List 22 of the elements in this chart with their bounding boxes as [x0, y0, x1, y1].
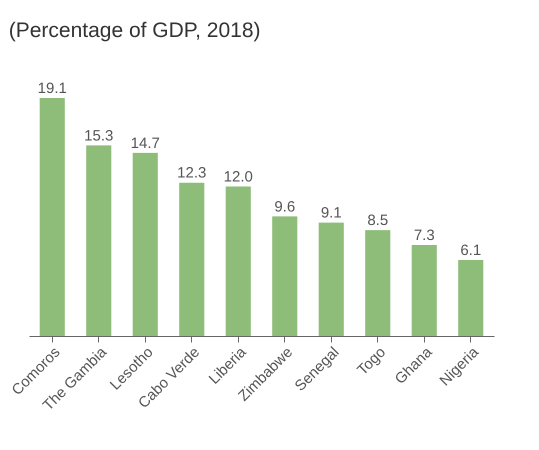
bar: [226, 186, 251, 336]
data-label: 14.7: [130, 134, 160, 152]
data-label: 15.3: [84, 127, 114, 144]
data-label: 9.6: [274, 198, 296, 216]
chart-title: (Percentage of GDP, 2018): [8, 19, 260, 42]
bar: [179, 182, 204, 336]
data-label: 8.5: [367, 212, 388, 230]
x-tick-label: Togo: [354, 344, 390, 379]
bar: [272, 216, 298, 336]
bar: [458, 260, 484, 336]
data-label: 12.0: [224, 168, 253, 186]
bar: [132, 152, 158, 336]
bar: [86, 145, 112, 336]
data-label: 19.1: [38, 80, 67, 97]
bar: [365, 230, 390, 336]
bar: [40, 98, 65, 336]
data-label: 12.3: [177, 164, 206, 182]
data-label: 7.3: [414, 227, 435, 244]
bar: [412, 245, 437, 336]
data-label: 9.1: [320, 204, 342, 222]
bar: [318, 222, 344, 336]
data-label: 6.1: [460, 242, 482, 259]
